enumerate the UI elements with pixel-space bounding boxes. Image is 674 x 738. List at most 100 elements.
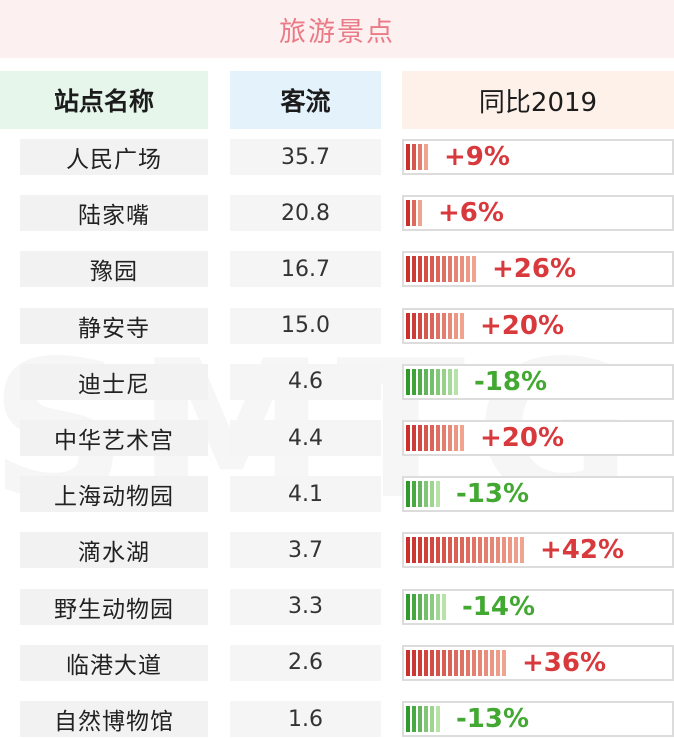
bar-stripe bbox=[412, 312, 416, 339]
bar-stripe bbox=[442, 425, 446, 451]
yoy-bar-cell: -13% bbox=[402, 701, 674, 737]
table-row: 中华艺术宫 4.4 +20% bbox=[0, 420, 674, 456]
passenger-flow-value: 35.7 bbox=[230, 139, 381, 175]
yoy-bar-cell: +20% bbox=[402, 307, 674, 344]
bar-stripe bbox=[412, 368, 416, 395]
page-title: 旅游景点 bbox=[279, 16, 395, 48]
table-row: 滴水湖 3.7 +42% bbox=[0, 532, 674, 569]
bar-stripe bbox=[442, 256, 446, 283]
bar-stripe bbox=[406, 425, 410, 451]
yoy-bar-cell: -13% bbox=[402, 476, 674, 513]
bar-stripe bbox=[436, 312, 440, 339]
bar-stripe bbox=[406, 706, 410, 732]
bar-stripe bbox=[448, 537, 452, 564]
yoy-percent-label: -18% bbox=[474, 366, 548, 397]
bar-stripe bbox=[442, 649, 446, 676]
bar-stripe bbox=[436, 425, 440, 451]
bar-stripe bbox=[430, 481, 434, 508]
bar-stripe bbox=[466, 256, 470, 283]
bar-stripe bbox=[412, 537, 416, 564]
bar-stripe bbox=[412, 593, 416, 620]
yoy-percent-label: +9% bbox=[444, 142, 510, 172]
bar-stripe bbox=[430, 706, 434, 732]
bar-stripe bbox=[406, 144, 410, 170]
bar-stripe bbox=[436, 256, 440, 283]
station-name: 迪士尼 bbox=[20, 363, 208, 400]
bar-stripe bbox=[418, 144, 422, 170]
yoy-percent-label: +36% bbox=[522, 647, 607, 678]
bar-stripe bbox=[424, 425, 428, 451]
bar-stripe bbox=[460, 649, 464, 676]
table-row: 陆家嘴 20.8 +6% bbox=[0, 195, 674, 232]
passenger-flow-value: 4.4 bbox=[230, 420, 381, 456]
bar-stripe bbox=[502, 649, 506, 676]
bar-stripe bbox=[406, 481, 410, 508]
bar-stripe bbox=[454, 312, 458, 339]
yoy-bar-cell: +6% bbox=[402, 195, 674, 232]
table-row: 豫园 16.7 +26% bbox=[0, 251, 674, 288]
yoy-percent-label: +20% bbox=[480, 310, 565, 341]
table-row: 迪士尼 4.6 -18% bbox=[0, 363, 674, 400]
yoy-bar-positive bbox=[406, 537, 526, 564]
yoy-percent-label: +6% bbox=[438, 198, 504, 229]
bar-stripe bbox=[424, 649, 428, 676]
station-name: 上海动物园 bbox=[20, 476, 208, 513]
bar-stripe bbox=[454, 537, 458, 564]
station-name: 陆家嘴 bbox=[20, 195, 208, 232]
bar-stripe bbox=[472, 649, 476, 676]
bar-stripe bbox=[424, 706, 428, 732]
bar-stripe bbox=[418, 706, 422, 732]
bar-stripe bbox=[496, 649, 500, 676]
bar-stripe bbox=[412, 649, 416, 676]
table-row: 临港大道 2.6 +36% bbox=[0, 644, 674, 681]
bar-stripe bbox=[466, 649, 470, 676]
bar-stripe bbox=[484, 649, 488, 676]
bar-stripe bbox=[418, 649, 422, 676]
bar-stripe bbox=[418, 481, 422, 508]
bar-stripe bbox=[436, 593, 440, 620]
bar-stripe bbox=[442, 312, 446, 339]
bar-stripe bbox=[430, 649, 434, 676]
bar-stripe bbox=[430, 425, 434, 451]
bar-stripe bbox=[436, 481, 440, 508]
bar-stripe bbox=[514, 537, 518, 564]
station-name: 野生动物园 bbox=[20, 588, 208, 625]
bar-stripe bbox=[412, 144, 416, 170]
yoy-bar-cell: -18% bbox=[402, 363, 674, 400]
bar-stripe bbox=[430, 256, 434, 283]
header-passenger-flow: 客流 bbox=[230, 71, 381, 129]
passenger-flow-value: 1.6 bbox=[230, 701, 381, 737]
bar-stripe bbox=[418, 368, 422, 395]
passenger-flow-value: 4.6 bbox=[230, 363, 381, 400]
bar-stripe bbox=[436, 649, 440, 676]
bar-stripe bbox=[418, 312, 422, 339]
bar-stripe bbox=[442, 368, 446, 395]
passenger-flow-value: 2.6 bbox=[230, 644, 381, 681]
bar-stripe bbox=[496, 537, 500, 564]
yoy-percent-label: +20% bbox=[480, 423, 565, 453]
bar-stripe bbox=[442, 593, 446, 620]
station-name: 中华艺术宫 bbox=[20, 420, 208, 456]
bar-stripe bbox=[418, 537, 422, 564]
yoy-bar-negative bbox=[406, 481, 442, 508]
table-row: 上海动物园 4.1 -13% bbox=[0, 476, 674, 513]
bar-stripe bbox=[424, 481, 428, 508]
passenger-flow-value: 20.8 bbox=[230, 195, 381, 232]
yoy-bar-positive bbox=[406, 312, 466, 339]
bar-stripe bbox=[520, 537, 524, 564]
yoy-bar-cell: +26% bbox=[402, 251, 674, 288]
passenger-flow-value: 3.3 bbox=[230, 588, 381, 625]
yoy-percent-label: -13% bbox=[456, 704, 530, 734]
bar-stripe bbox=[406, 593, 410, 620]
bar-stripe bbox=[406, 537, 410, 564]
bar-stripe bbox=[424, 312, 428, 339]
bar-stripe bbox=[406, 200, 410, 227]
bar-stripe bbox=[430, 537, 434, 564]
passenger-flow-value: 15.0 bbox=[230, 307, 381, 344]
passenger-flow-value: 16.7 bbox=[230, 251, 381, 288]
yoy-bar-cell: +9% bbox=[402, 139, 674, 175]
bar-stripe bbox=[412, 200, 416, 227]
bar-stripe bbox=[448, 312, 452, 339]
station-name: 人民广场 bbox=[20, 139, 208, 175]
bar-stripe bbox=[406, 312, 410, 339]
